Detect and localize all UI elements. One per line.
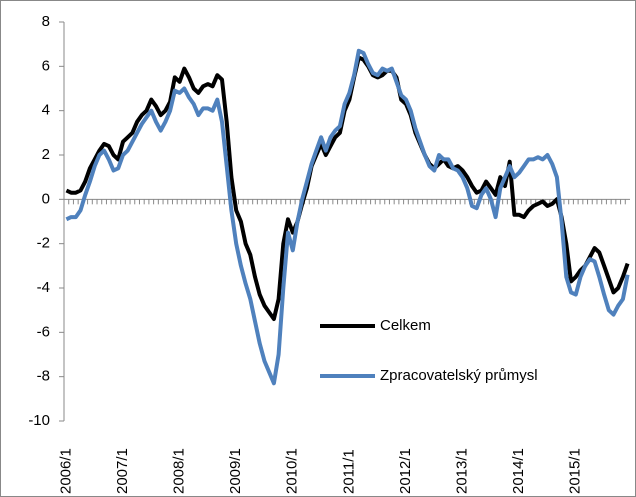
y-tick-label: -2 [37, 235, 50, 252]
y-tick-label: 0 [42, 190, 50, 207]
y-tick-label: 2 [42, 146, 50, 163]
x-tick-label: 2011/1 [340, 449, 357, 494]
line-series [65, 48, 630, 386]
y-tick-label: 6 [42, 57, 50, 74]
x-tick-label: 2013/1 [454, 448, 471, 494]
y-tick-label: -10 [28, 412, 50, 429]
x-tick-label: 2010/1 [284, 448, 301, 494]
y-tick-label: -8 [37, 368, 50, 385]
x-tick-label: 2006/1 [57, 448, 74, 494]
y-tick-label: 4 [42, 102, 50, 119]
legend-label: Zpracovatelský průmysl [380, 367, 538, 384]
x-tick-label: 2009/1 [227, 448, 244, 494]
x-tick-label: 2007/1 [114, 448, 131, 494]
line-series [65, 55, 630, 321]
x-tick-label: 2014/1 [510, 448, 527, 494]
x-tick-label: 2012/1 [397, 448, 414, 494]
y-tick-label: 8 [42, 13, 50, 30]
x-tick-label: 2008/1 [171, 448, 188, 494]
y-tick-label: -4 [37, 279, 50, 296]
x-tick-label: 2015/1 [567, 448, 584, 494]
y-tick-label: -6 [37, 323, 50, 340]
legend-label: Celkem [380, 317, 431, 334]
